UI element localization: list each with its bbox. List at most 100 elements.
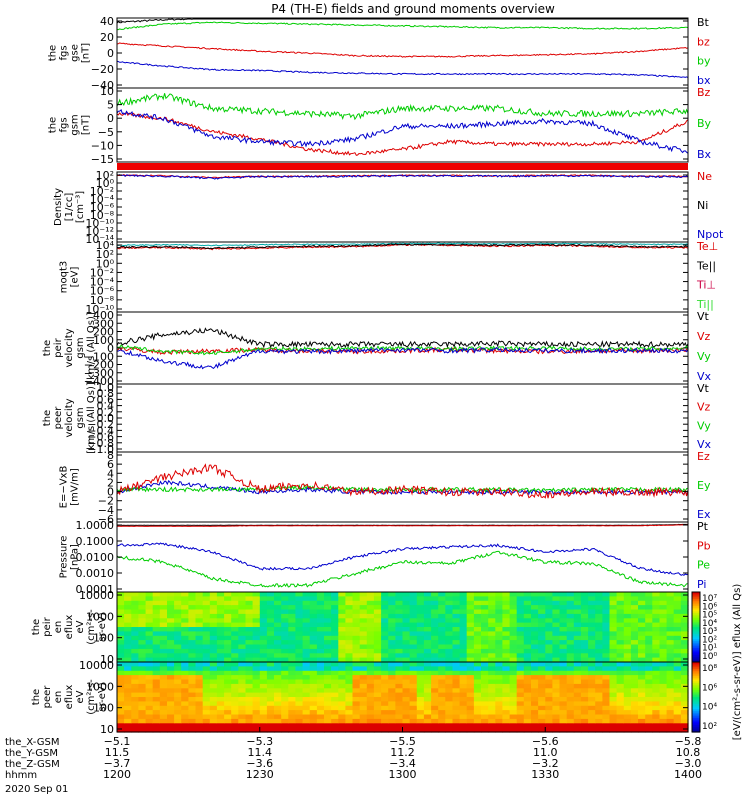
peer-spectrogram-cell [274, 692, 282, 698]
peer-spectrogram-cell [523, 666, 532, 672]
peer-spectrogram-cell [538, 718, 546, 724]
peir-spectrogram-cell [481, 609, 489, 615]
peer-spectrogram-cell [559, 688, 568, 694]
peer-spectrogram-cell [502, 688, 511, 694]
peir-spectrogram-cell [516, 635, 525, 641]
peir-spectrogram-cell [373, 653, 382, 659]
peir-spectrogram-cell [595, 592, 603, 597]
peir-spectrogram-cell [652, 613, 660, 619]
peir-spectrogram-cell [188, 635, 197, 641]
peir-spectrogram-cell [602, 640, 611, 646]
series-Pe [116, 550, 689, 588]
peir-spectrogram-cell [680, 653, 689, 659]
ylabel-line: gsm [70, 114, 81, 135]
xaxis-value: 11.2 [390, 746, 415, 759]
peir-spectrogram-cell [445, 596, 453, 602]
peir-spectrogram-cell [331, 596, 339, 602]
tick-label: 10000 [79, 659, 114, 672]
peer-spectrogram-cell [595, 683, 603, 689]
peir-spectrogram-cell [209, 613, 218, 619]
peir-spectrogram-cell [680, 622, 689, 628]
peir-spectrogram-cell [338, 631, 346, 637]
peer-spectrogram-cell [545, 662, 553, 667]
peir-spectrogram-cell [609, 635, 618, 641]
peer-spectrogram-cell [245, 723, 254, 729]
peer-spectrogram-cell [174, 688, 182, 694]
tick-label: 0.0001 [76, 583, 115, 596]
peir-spectrogram-cell [409, 592, 418, 597]
peer-spectrogram-cell [666, 705, 675, 711]
peer-spectrogram-cell [345, 675, 354, 681]
colorbar-cell [692, 651, 700, 654]
peir-spectrogram-cell [259, 609, 268, 615]
peir-spectrogram-cell [402, 596, 411, 602]
peir-spectrogram-cell [538, 609, 546, 615]
peir-spectrogram-cell [274, 596, 282, 602]
colorbar-cell [692, 634, 700, 637]
series-Vt [116, 327, 689, 349]
peer-spectrogram-cell [623, 675, 632, 681]
peir-spectrogram-cell [381, 635, 389, 641]
peir-spectrogram-cell [288, 618, 296, 624]
peir-spectrogram-cell [274, 644, 282, 650]
tick-label: 10² [96, 248, 114, 261]
peir-spectrogram-cell [245, 600, 254, 606]
peer-spectrogram-cell [252, 662, 261, 667]
peer-spectrogram-cell [259, 714, 268, 720]
peer-spectrogram-cell [124, 697, 132, 702]
xaxis-value: 1230 [246, 768, 274, 781]
peir-spectrogram-cell [381, 640, 389, 646]
peer-spectrogram-cell [459, 666, 468, 672]
peer-spectrogram-cell [195, 710, 204, 716]
peer-spectrogram-cell [159, 662, 168, 667]
peer-spectrogram-cell [224, 710, 232, 716]
colorbar-cell [692, 599, 700, 602]
peer-spectrogram-cell [259, 679, 268, 685]
peer-spectrogram-cell [295, 718, 304, 724]
peir-spectrogram-cell [452, 635, 461, 641]
peer-spectrogram-cell [259, 723, 268, 729]
peer-spectrogram-cell [316, 675, 325, 681]
colorbar-tick: 10⁶ [702, 683, 717, 693]
peir-spectrogram-cell [359, 613, 368, 619]
peir-spectrogram-cell [216, 648, 225, 654]
peer-spectrogram-cell [238, 723, 246, 729]
peer-spectrogram-cell [523, 701, 532, 707]
peir-spectrogram-cell [216, 653, 225, 659]
peir-spectrogram-cell [573, 592, 582, 597]
peir-spectrogram-cell [324, 592, 332, 597]
peer-spectrogram-cell [252, 683, 261, 689]
peer-spectrogram-cell [466, 723, 475, 729]
peer-spectrogram-cell [645, 705, 653, 711]
peir-spectrogram-cell [438, 635, 446, 641]
peir-spectrogram-cell [274, 635, 282, 641]
peer-spectrogram-cell [645, 683, 653, 689]
peer-spectrogram-cell [281, 692, 289, 698]
peer-spectrogram-cell [409, 688, 418, 694]
peer-spectrogram-cell [309, 670, 318, 676]
peir-spectrogram-cell [373, 657, 382, 663]
peir-spectrogram-cell [352, 622, 361, 628]
peir-spectrogram-cell [188, 605, 197, 611]
peir-spectrogram-cell [295, 609, 304, 615]
peer-spectrogram-cell [309, 723, 318, 729]
peir-spectrogram-cell [466, 596, 475, 602]
peer-spectrogram-cell [195, 714, 204, 720]
peir-spectrogram-cell [266, 640, 275, 646]
peir-spectrogram-cell [459, 644, 468, 650]
peir-spectrogram-cell [238, 640, 246, 646]
peir-spectrogram-cell [552, 653, 561, 659]
peer-spectrogram-cell [145, 670, 154, 676]
peer-spectrogram-cell [209, 714, 218, 720]
peer-spectrogram-cell [345, 705, 354, 711]
colorbar-cell [692, 695, 700, 698]
peer-spectrogram-cell [409, 666, 418, 672]
peir-spectrogram-cell [238, 653, 246, 659]
peer-spectrogram-cell [352, 697, 361, 702]
peer-spectrogram-cell [302, 692, 311, 698]
peer-spectrogram-cell [680, 692, 689, 698]
peer-spectrogram-cell [188, 688, 197, 694]
peir-spectrogram-cell [609, 613, 618, 619]
peer-spectrogram-cell [381, 718, 389, 724]
peer-spectrogram-cell [573, 727, 582, 733]
